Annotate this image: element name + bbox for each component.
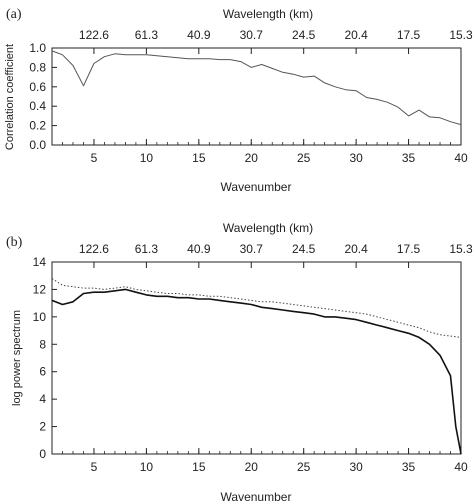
panel-b-y-axis-label: log power spectrum [11,310,23,406]
panel-b-x-axis-label: Wavenumber [221,490,292,504]
y-tick-label: 12 [33,282,47,296]
top-tick-label: 17.5 [397,28,421,42]
x-tick-label: 40 [454,151,468,165]
y-tick-label: 2 [39,420,46,434]
top-tick-label: 61.3 [135,242,159,256]
top-tick-label: 17.5 [397,242,421,256]
panel-a-y-ticks: 0.0 0.2 0.4 0.6 0.8 1.0 [29,41,57,152]
top-tick-label: 122.6 [79,28,109,42]
panel-b-frame [51,261,462,455]
top-tick-label: 15.3 [449,28,473,42]
y-tick-label: 0.4 [29,99,46,113]
panel-a-x-ticks: 5 10 15 20 25 30 35 40 [51,139,468,165]
y-tick-label: 0.6 [29,80,46,94]
panel-b-y-ticks: 0 2 4 6 8 10 12 14 [33,255,57,461]
x-tick-label: 15 [192,151,206,165]
panel-b-x-ticks: 5 10 15 20 25 30 35 40 [51,448,468,474]
panel-a-top-ticks: 122.6 61.3 40.9 30.7 24.5 20.4 17.5 15.3 [79,28,473,54]
top-tick-label: 24.5 [292,242,316,256]
y-tick-label: 1.0 [29,41,46,55]
panel-b-label: (b) [6,235,23,250]
y-tick-label: 10 [33,310,47,324]
top-tick-label: 122.6 [79,242,109,256]
x-tick-label: 20 [245,151,259,165]
y-tick-label: 14 [33,255,47,269]
top-tick-label: 40.9 [187,242,211,256]
top-tick-label: 40.9 [187,28,211,42]
panel-a-top-axis-label: Wavelength (km) [223,7,313,21]
top-tick-label: 15.3 [449,242,473,256]
x-tick-label: 10 [140,460,154,474]
series-line [51,288,462,455]
x-tick-label: 15 [192,460,206,474]
top-tick-label: 20.4 [344,28,368,42]
x-tick-label: 40 [454,460,468,474]
x-tick-label: 5 [91,460,98,474]
x-tick-label: 5 [91,151,98,165]
panel-a-series [51,50,462,126]
y-tick-label: 0.0 [29,138,46,152]
series-line [51,50,462,126]
panel-a-frame [51,47,462,146]
panel-a: (a) Wavelength (km) 0.0 0.2 0.4 0.6 0.8 1.0 5… [4,7,473,194]
panel-a-y-axis-label: Correlation coefficient [4,44,16,150]
top-tick-label: 30.7 [240,242,264,256]
x-tick-label: 35 [402,460,416,474]
y-tick-label: 4 [39,392,46,406]
top-tick-label: 24.5 [292,28,316,42]
dotted-series-line [51,278,462,338]
y-tick-label: 0.8 [29,60,46,74]
panel-b-top-ticks: 122.6 61.3 40.9 30.7 24.5 20.4 17.5 15.3 [79,242,473,268]
panel-b-top-axis-label: Wavelength (km) [223,221,313,235]
top-tick-label: 30.7 [240,28,264,42]
top-tick-label: 20.4 [344,242,368,256]
panel-b: (b) Wavelength (km) 0 2 4 6 8 10 12 14 5 10 15 20 2… [6,221,473,504]
x-tick-label: 20 [245,460,259,474]
x-tick-label: 10 [140,151,154,165]
y-tick-label: 0.2 [29,119,46,133]
x-tick-label: 35 [402,151,416,165]
x-tick-label: 30 [349,151,363,165]
top-tick-label: 61.3 [135,28,159,42]
panel-a-x-axis-label: Wavenumber [221,180,292,194]
x-tick-label: 25 [297,151,311,165]
x-tick-label: 30 [349,460,363,474]
x-tick-label: 25 [297,460,311,474]
y-tick-label: 6 [39,365,46,379]
panel-b-series [51,278,462,455]
y-tick-label: 0 [39,447,46,461]
panel-a-label: (a) [6,7,22,22]
y-tick-label: 8 [39,337,46,351]
